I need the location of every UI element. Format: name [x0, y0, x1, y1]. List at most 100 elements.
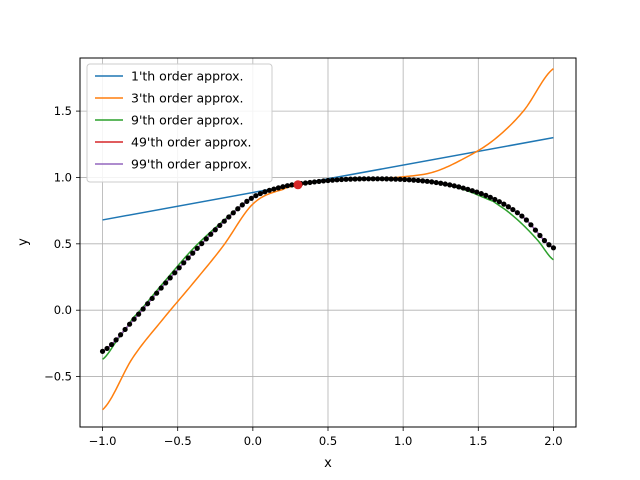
x-tick-label-2: 0.0 — [244, 434, 262, 448]
sample-point — [194, 245, 200, 251]
sample-point — [248, 195, 254, 201]
sample-point — [510, 206, 516, 213]
sample-point — [375, 176, 381, 182]
sample-point — [424, 178, 430, 184]
sample-point — [474, 189, 480, 195]
sample-point — [307, 179, 313, 186]
sample-point — [501, 201, 507, 207]
sample-point — [131, 316, 137, 322]
x-axis-label: x — [324, 456, 332, 471]
sample-point — [284, 183, 291, 189]
sample-point — [221, 218, 227, 224]
sample-point — [465, 186, 471, 192]
y-tick-label-4: 1.5 — [54, 104, 72, 118]
x-tick-label-6: 2.0 — [544, 434, 562, 448]
sample-point — [199, 240, 205, 247]
sample-point — [280, 184, 286, 190]
plot-area — [99, 68, 557, 411]
sample-point — [302, 180, 309, 186]
sample-point — [442, 181, 448, 187]
sample-point — [167, 275, 173, 281]
sample-point — [379, 176, 385, 182]
sample-point — [361, 176, 367, 182]
sample-point — [158, 285, 164, 291]
sample-point — [429, 179, 435, 185]
sample-point — [514, 210, 520, 216]
sample-point — [262, 189, 268, 195]
sample-point — [172, 270, 178, 276]
sample-point — [230, 210, 236, 216]
sample-point — [239, 202, 245, 208]
sample-point — [347, 176, 354, 182]
axis-ticks: −1.0 −0.5 0.0 0.5 1.0 1.5 2.0 −0.5 0.0 0.5 1.0 1.5 — [44, 104, 563, 448]
sample-point — [176, 265, 182, 271]
sample-point — [325, 177, 331, 184]
x-tick-label-4: 1.0 — [394, 434, 412, 448]
sample-point — [108, 341, 115, 348]
sample-point — [244, 198, 250, 204]
sample-point — [469, 188, 475, 194]
x-tick-label-5: 1.5 — [469, 434, 487, 448]
sample-point — [546, 242, 552, 248]
sample-point — [271, 186, 277, 192]
sample-point — [226, 214, 232, 220]
sample-point — [447, 182, 453, 188]
sample-point — [492, 196, 498, 203]
sample-point — [541, 237, 548, 244]
sample-point — [415, 177, 421, 184]
sample-point — [203, 236, 209, 242]
sample-point — [519, 213, 525, 219]
sample-point — [460, 185, 466, 191]
sample-point — [257, 190, 263, 197]
sample-point — [338, 176, 345, 183]
y-tick-label-2: 0.5 — [54, 237, 72, 251]
expansion-point — [293, 180, 303, 190]
sample-point — [483, 192, 489, 198]
sample-point — [532, 227, 539, 233]
y-tick-label-1: 0.0 — [54, 303, 72, 317]
legend-label-2: 9'th order approx. — [131, 113, 244, 128]
sample-point — [113, 337, 119, 343]
sample-point — [456, 184, 462, 190]
sample-point — [420, 178, 426, 184]
sample-point — [208, 231, 214, 237]
x-tick-label-1: −0.5 — [164, 434, 192, 448]
sample-point — [289, 182, 295, 188]
sample-point — [505, 204, 511, 210]
sample-point — [384, 176, 390, 182]
sample-point — [127, 321, 133, 327]
sample-point — [181, 260, 187, 266]
sample-point — [393, 176, 399, 182]
x-tick-label-0: −1.0 — [89, 434, 117, 448]
legend-label-0: 1'th order approx. — [131, 69, 244, 84]
sample-point — [217, 222, 223, 229]
sample-point — [154, 290, 160, 296]
sample-point — [537, 232, 543, 239]
sample-point — [235, 206, 241, 212]
x-tick-label-3: 0.5 — [319, 434, 337, 448]
y-tick-label-3: 1.0 — [54, 170, 72, 184]
sample-point — [496, 199, 502, 205]
sample-point — [99, 348, 106, 354]
legend-label-1: 3'th order approx. — [131, 91, 244, 106]
sample-point — [478, 191, 484, 197]
sample-point — [402, 176, 408, 183]
sample-point — [320, 178, 327, 184]
legend-label-3: 49'th order approx. — [131, 135, 251, 150]
legend: 1'th order approx. 3'th order approx. 9'th… — [86, 63, 273, 183]
sample-point — [253, 193, 259, 199]
sample-point — [397, 176, 403, 182]
sample-point — [329, 177, 336, 183]
sample-point — [388, 176, 394, 182]
sample-point — [117, 332, 124, 338]
sample-point — [140, 306, 146, 312]
legend-label-4: 99'th order approx. — [131, 157, 251, 172]
sample-point — [406, 177, 412, 183]
sample-point — [438, 180, 444, 186]
sample-point — [433, 179, 439, 186]
sample-point — [370, 176, 376, 182]
sample-point — [365, 176, 372, 182]
sample-point — [523, 217, 530, 223]
y-axis-label: y — [16, 238, 31, 246]
